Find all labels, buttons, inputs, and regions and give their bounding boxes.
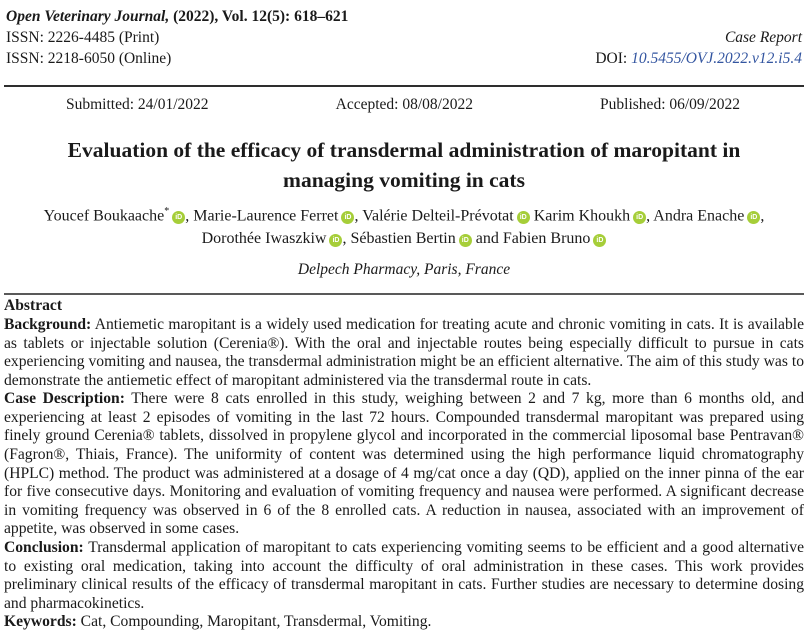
abstract-background-paragraph: Background: Antiemetic maropitant is a w… <box>4 316 804 390</box>
author-name: Andra Enache <box>653 207 745 225</box>
abstract-case-description-paragraph: Case Description: There were 8 cats enro… <box>4 390 804 539</box>
author-separator: and <box>471 229 503 247</box>
author-name: Valérie Delteil-Prévotat <box>362 207 514 225</box>
abstract-divider <box>4 293 804 296</box>
journal-name: Open Veterinary Journal, <box>6 8 170 25</box>
author-name: Sébastien Bertin <box>350 229 456 247</box>
authors-line-1: Youcef Boukaache*iD, Marie-Laurence Ferr… <box>4 201 804 228</box>
submitted-date: Submitted: 24/01/2022 <box>66 96 209 113</box>
authors-block: Youcef Boukaache*iD, Marie-Laurence Ferr… <box>4 201 804 250</box>
article-meta: Case Report DOI: 10.5455/OVJ.2022.v12.i5… <box>595 27 802 69</box>
doi-link[interactable]: 10.5455/OVJ.2022.v12.i5.4 <box>631 50 802 67</box>
abstract-conclusion-paragraph: Conclusion: Transdermal application of m… <box>4 539 804 613</box>
affiliation: Delpech Pharmacy, Paris, France <box>297 261 511 279</box>
title-line-1: Evaluation of the efficacy of transderma… <box>67 138 741 162</box>
authors-line-2: Dorothée Iwaszkiw iD, Sébastien Bertin iD … <box>4 228 804 251</box>
author-separator: , <box>760 207 765 225</box>
orcid-icon[interactable]: iD <box>341 211 355 225</box>
published-date: Published: 06/09/2022 <box>600 96 740 113</box>
orcid-icon[interactable]: iD <box>172 211 186 225</box>
author-name: Youcef Boukaache <box>43 207 165 225</box>
case-description-text: There were 8 cats enrolled in this study… <box>4 390 804 538</box>
journal-header: Open Veterinary Journal, (2022), Vol. 12… <box>4 6 804 69</box>
orcid-icon[interactable]: iD <box>458 233 472 247</box>
journal-volume-pages: (2022), Vol. 12(5): 618–621 <box>169 8 349 25</box>
author-name: Dorothée Iwaszkiw <box>201 229 327 247</box>
doi-line: DOI: 10.5455/OVJ.2022.v12.i5.4 <box>595 48 802 69</box>
orcid-icon[interactable]: iD <box>633 211 647 225</box>
orcid-icon[interactable]: iD <box>747 211 761 225</box>
author-separator: , <box>646 207 654 225</box>
title-line-2: managing vomiting in cats <box>283 168 525 192</box>
doi-label: DOI: <box>595 50 632 67</box>
abstract-heading: Abstract <box>4 297 63 315</box>
orcid-icon[interactable]: iD <box>593 233 607 247</box>
keywords-paragraph: Keywords: Cat, Compounding, Maropitant, … <box>4 613 804 632</box>
journal-info: Open Veterinary Journal, (2022), Vol. 12… <box>6 6 348 69</box>
page-title: Evaluation of the efficacy of transderma… <box>4 135 804 195</box>
keywords-label: Keywords: <box>4 613 77 631</box>
issn-print: ISSN: 2226-4485 (Print) <box>6 29 160 46</box>
article-type: Case Report <box>724 29 802 46</box>
accepted-date: Accepted: 08/08/2022 <box>335 96 473 113</box>
orcid-icon[interactable]: iD <box>516 211 530 225</box>
header-divider <box>4 85 804 87</box>
issn-online: ISSN: 2218-6050 (Online) <box>6 50 172 67</box>
author-name: Karim Khoukh <box>533 207 631 225</box>
dates-row: Submitted: 24/01/2022 Accepted: 08/08/20… <box>4 87 804 114</box>
conclusion-text: Transdermal application of maropitant to… <box>4 539 804 612</box>
author-separator: , <box>185 207 194 225</box>
keywords-text: Cat, Compounding, Maropitant, Transderma… <box>76 613 432 631</box>
background-text: Antiemetic maropitant is a widely used m… <box>4 315 804 389</box>
abstract-section: Abstract Background: Antiemetic maropita… <box>4 297 804 632</box>
orcid-icon[interactable]: iD <box>329 233 343 247</box>
author-name: Fabien Bruno <box>502 229 591 247</box>
author-name: Marie-Laurence Ferret <box>193 207 339 225</box>
author-separator: , <box>354 207 363 225</box>
case-description-label: Case Description: <box>4 390 125 408</box>
conclusion-label: Conclusion: <box>4 539 84 557</box>
author-separator: , <box>342 229 351 247</box>
journal-citation-line: Open Veterinary Journal, (2022), Vol. 12… <box>6 6 348 27</box>
corresponding-author-asterisk: * <box>164 206 170 217</box>
background-label: Background: <box>4 315 92 333</box>
